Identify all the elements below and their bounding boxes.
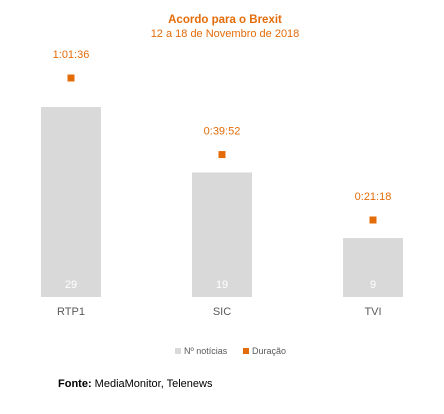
bar-value-label: 19 (216, 279, 228, 291)
legend: Nº notícias Duração (175, 346, 286, 356)
duration-label: 0:39:52 (204, 126, 241, 138)
x-tick-label: SIC (213, 306, 231, 318)
bar-value-label: 29 (65, 279, 77, 291)
duration-label: 1:01:36 (53, 49, 90, 61)
x-tick-label: RTP1 (57, 306, 85, 318)
chart-title: Acordo para o Brexit (168, 14, 282, 26)
bar-sic (192, 172, 252, 297)
legend-label-noticias: Nº notícias (184, 346, 228, 356)
legend-swatch-noticias (175, 348, 181, 354)
plot-area: 29 1:01:36 RTP1 19 0:39:52 SIC 9 0:21:18 TVI (41, 49, 403, 318)
duration-marker (369, 216, 377, 224)
source-text: MediaMonitor, Telenews (91, 378, 213, 390)
x-tick-label: TVI (364, 306, 381, 318)
legend-label-duracao: Duração (252, 346, 286, 356)
duration-label: 0:21:18 (355, 191, 392, 203)
bar-rtp1 (41, 107, 101, 297)
duration-marker (218, 151, 226, 159)
duration-marker (67, 74, 75, 82)
legend-swatch-duracao (243, 348, 249, 354)
bar-tvi (343, 238, 403, 297)
bar-value-label: 9 (370, 279, 376, 291)
source-note: Fonte: MediaMonitor, Telenews (58, 378, 212, 390)
chart-subtitle: 12 a 18 de Novembro de 2018 (151, 28, 300, 40)
source-label: Fonte: (58, 378, 92, 390)
